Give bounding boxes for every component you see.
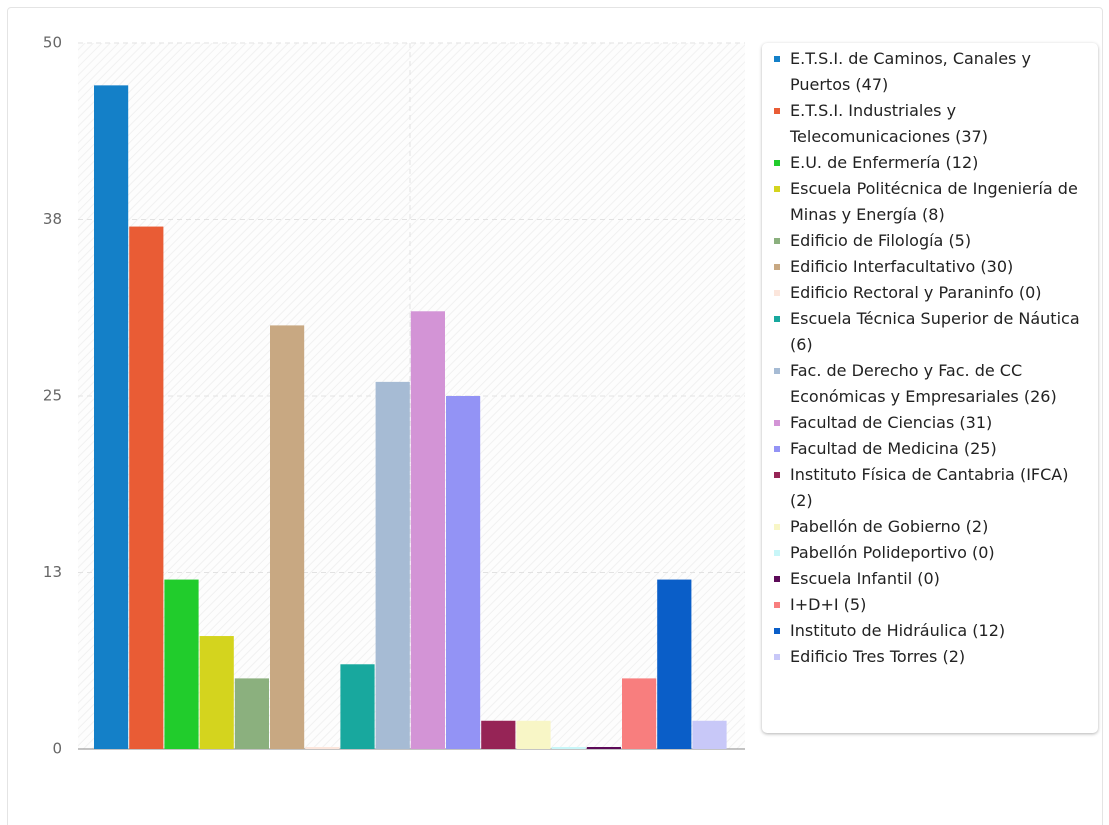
bar (94, 85, 129, 750)
legend-swatch (774, 446, 780, 452)
legend: E.T.S.I. de Caminos, Canales y Puertos (… (762, 43, 1098, 733)
legend-label: E.T.S.I. de Caminos, Canales y Puertos (… (790, 49, 1031, 94)
bar (199, 636, 234, 749)
legend-item[interactable]: Edificio Tres Torres (2) (774, 644, 1086, 670)
legend-item[interactable]: Pabellón de Gobierno (2) (774, 514, 1086, 540)
legend-label: Facultad de Medicina (25) (790, 439, 997, 458)
legend-swatch (774, 368, 780, 374)
bar (375, 381, 410, 749)
y-tick-label: 38 (43, 210, 62, 228)
legend-label: I+D+I (5) (790, 595, 867, 614)
legend-swatch (774, 420, 780, 426)
legend-item[interactable]: Escuela Técnica Superior de Náutica (6) (774, 306, 1086, 358)
legend-item[interactable]: Facultad de Medicina (25) (774, 436, 1086, 462)
bar (270, 325, 305, 749)
legend-item[interactable]: Fac. de Derecho y Fac. de CC Económicas … (774, 358, 1086, 410)
bar (481, 720, 516, 749)
legend-label: Edificio Tres Torres (2) (790, 647, 966, 666)
legend-swatch (774, 290, 780, 296)
legend-label: Fac. de Derecho y Fac. de CC Económicas … (790, 361, 1057, 406)
legend-swatch (774, 524, 780, 530)
bar (622, 678, 657, 749)
y-tick-label: 0 (52, 740, 62, 758)
legend-swatch (774, 628, 780, 634)
legend-item[interactable]: Pabellón Polideportivo (0) (774, 540, 1086, 566)
bar (340, 664, 375, 749)
legend-swatch (774, 654, 780, 660)
bar (692, 720, 727, 749)
bar (446, 396, 481, 749)
legend-label: Pabellón Polideportivo (0) (790, 543, 995, 562)
legend-label: E.T.S.I. Industriales y Telecomunicacion… (790, 101, 988, 146)
bar (551, 747, 586, 749)
bar (234, 678, 269, 749)
legend-item[interactable]: Escuela Infantil (0) (774, 566, 1086, 592)
legend-item[interactable]: Edificio Rectoral y Paraninfo (0) (774, 280, 1086, 306)
legend-label: Escuela Infantil (0) (790, 569, 940, 588)
bar (164, 579, 199, 749)
y-tick-label: 13 (43, 563, 62, 581)
legend-label: Escuela Politécnica de Ingeniería de Min… (790, 179, 1078, 224)
panel (7, 7, 1103, 825)
legend-item[interactable]: E.U. de Enfermería (12) (774, 150, 1086, 176)
legend-item[interactable]: E.T.S.I. de Caminos, Canales y Puertos (… (774, 46, 1086, 98)
legend-item[interactable]: Edificio de Filología (5) (774, 228, 1086, 254)
legend-swatch (774, 550, 780, 556)
legend-label: Edificio Rectoral y Paraninfo (0) (790, 283, 1042, 302)
bar (129, 226, 164, 749)
legend-swatch (774, 56, 780, 62)
legend-item[interactable]: Instituto Física de Cantabria (IFCA) (2) (774, 462, 1086, 514)
legend-label: Instituto Física de Cantabria (IFCA) (2) (790, 465, 1069, 510)
legend-swatch (774, 472, 780, 478)
legend-label: Pabellón de Gobierno (2) (790, 517, 989, 536)
legend-swatch (774, 602, 780, 608)
y-tick-label: 25 (43, 387, 62, 405)
legend-swatch (774, 316, 780, 322)
legend-swatch (774, 186, 780, 192)
bar (305, 747, 340, 749)
bar (586, 747, 621, 749)
y-tick-label: 50 (43, 34, 62, 52)
legend-item[interactable]: Escuela Politécnica de Ingeniería de Min… (774, 176, 1086, 228)
legend-item[interactable]: Edificio Interfacultativo (30) (774, 254, 1086, 280)
legend-item[interactable]: Facultad de Ciencias (31) (774, 410, 1086, 436)
legend-label: Facultad de Ciencias (31) (790, 413, 993, 432)
legend-item[interactable]: E.T.S.I. Industriales y Telecomunicacion… (774, 98, 1086, 150)
legend-swatch (774, 576, 780, 582)
legend-swatch (774, 238, 780, 244)
legend-label: Escuela Técnica Superior de Náutica (6) (790, 309, 1080, 354)
legend-swatch (774, 160, 780, 166)
legend-label: Edificio Interfacultativo (30) (790, 257, 1014, 276)
bar (516, 720, 551, 749)
legend-item[interactable]: Instituto de Hidráulica (12) (774, 618, 1086, 644)
legend-swatch (774, 108, 780, 114)
legend-label: Edificio de Filología (5) (790, 231, 972, 250)
legend-label: E.U. de Enfermería (12) (790, 153, 979, 172)
legend-label: Instituto de Hidráulica (12) (790, 621, 1006, 640)
legend-swatch (774, 264, 780, 270)
bar (410, 311, 445, 749)
legend-item[interactable]: I+D+I (5) (774, 592, 1086, 618)
bar (657, 579, 692, 749)
